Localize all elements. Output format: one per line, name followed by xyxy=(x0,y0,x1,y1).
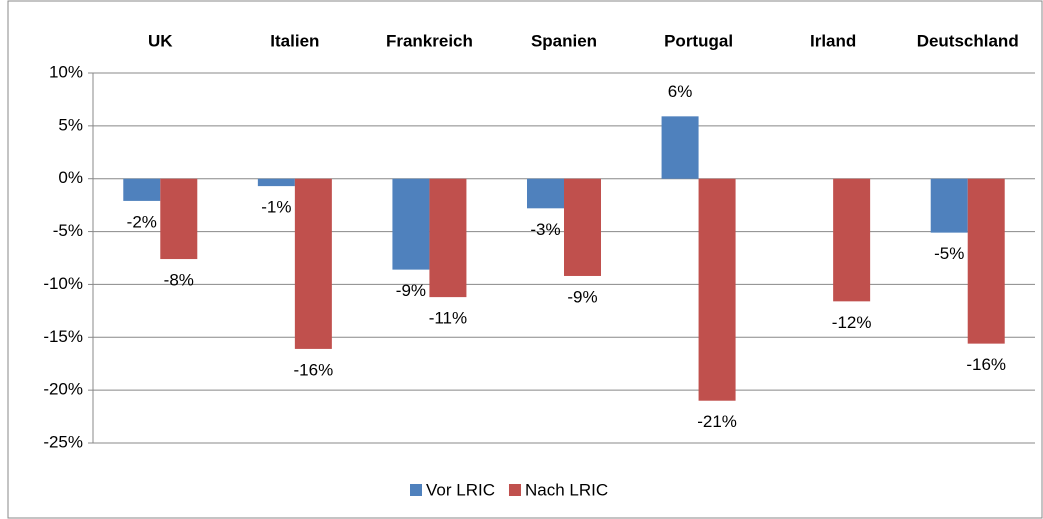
x-tick-label: Portugal xyxy=(664,31,733,50)
x-tick-label: Deutschland xyxy=(917,31,1019,50)
y-tick-label: -20% xyxy=(43,380,83,399)
x-tick-label: Spanien xyxy=(531,31,597,50)
x-tick-label: Irland xyxy=(810,31,856,50)
bar xyxy=(967,178,1005,344)
data-label: -21% xyxy=(697,412,737,431)
bar xyxy=(123,178,161,201)
data-label: -16% xyxy=(294,360,334,379)
data-label: -11% xyxy=(429,309,467,328)
bar xyxy=(564,178,601,276)
data-label: -3% xyxy=(530,220,560,239)
legend-label: Vor LRIC xyxy=(426,480,495,499)
bar xyxy=(160,178,198,260)
data-label: -2% xyxy=(127,212,157,231)
x-tick-label: Italien xyxy=(270,31,319,50)
data-label: -9% xyxy=(396,281,426,300)
y-tick-label: -5% xyxy=(53,221,83,240)
bar xyxy=(527,178,564,209)
bar xyxy=(930,178,968,233)
bar xyxy=(429,178,467,298)
y-tick-label: 5% xyxy=(58,115,83,134)
legend-label: Nach LRIC xyxy=(525,480,608,499)
y-tick-label: -10% xyxy=(43,274,83,293)
y-tick-label: -15% xyxy=(43,327,83,346)
data-label: 6% xyxy=(668,82,693,101)
data-label: -8% xyxy=(164,271,194,290)
chart-frame xyxy=(7,0,1043,519)
x-tick-label: Frankreich xyxy=(386,31,473,50)
data-label: -12% xyxy=(832,313,872,332)
x-tick-label: UK xyxy=(148,31,173,50)
data-label: -16% xyxy=(966,355,1006,374)
data-label: -5% xyxy=(934,244,964,263)
y-tick-label: 0% xyxy=(58,168,83,187)
data-label: -1% xyxy=(261,198,291,217)
bar xyxy=(661,116,699,179)
y-tick-label: 10% xyxy=(49,62,83,81)
data-label: -9% xyxy=(567,287,597,306)
bar xyxy=(257,178,295,187)
legend-swatch xyxy=(410,484,422,496)
legend-swatch xyxy=(508,484,521,496)
bar xyxy=(698,178,736,401)
bar xyxy=(392,178,430,270)
bar xyxy=(294,178,332,349)
bar xyxy=(833,178,871,302)
y-tick-label: -25% xyxy=(43,432,83,451)
